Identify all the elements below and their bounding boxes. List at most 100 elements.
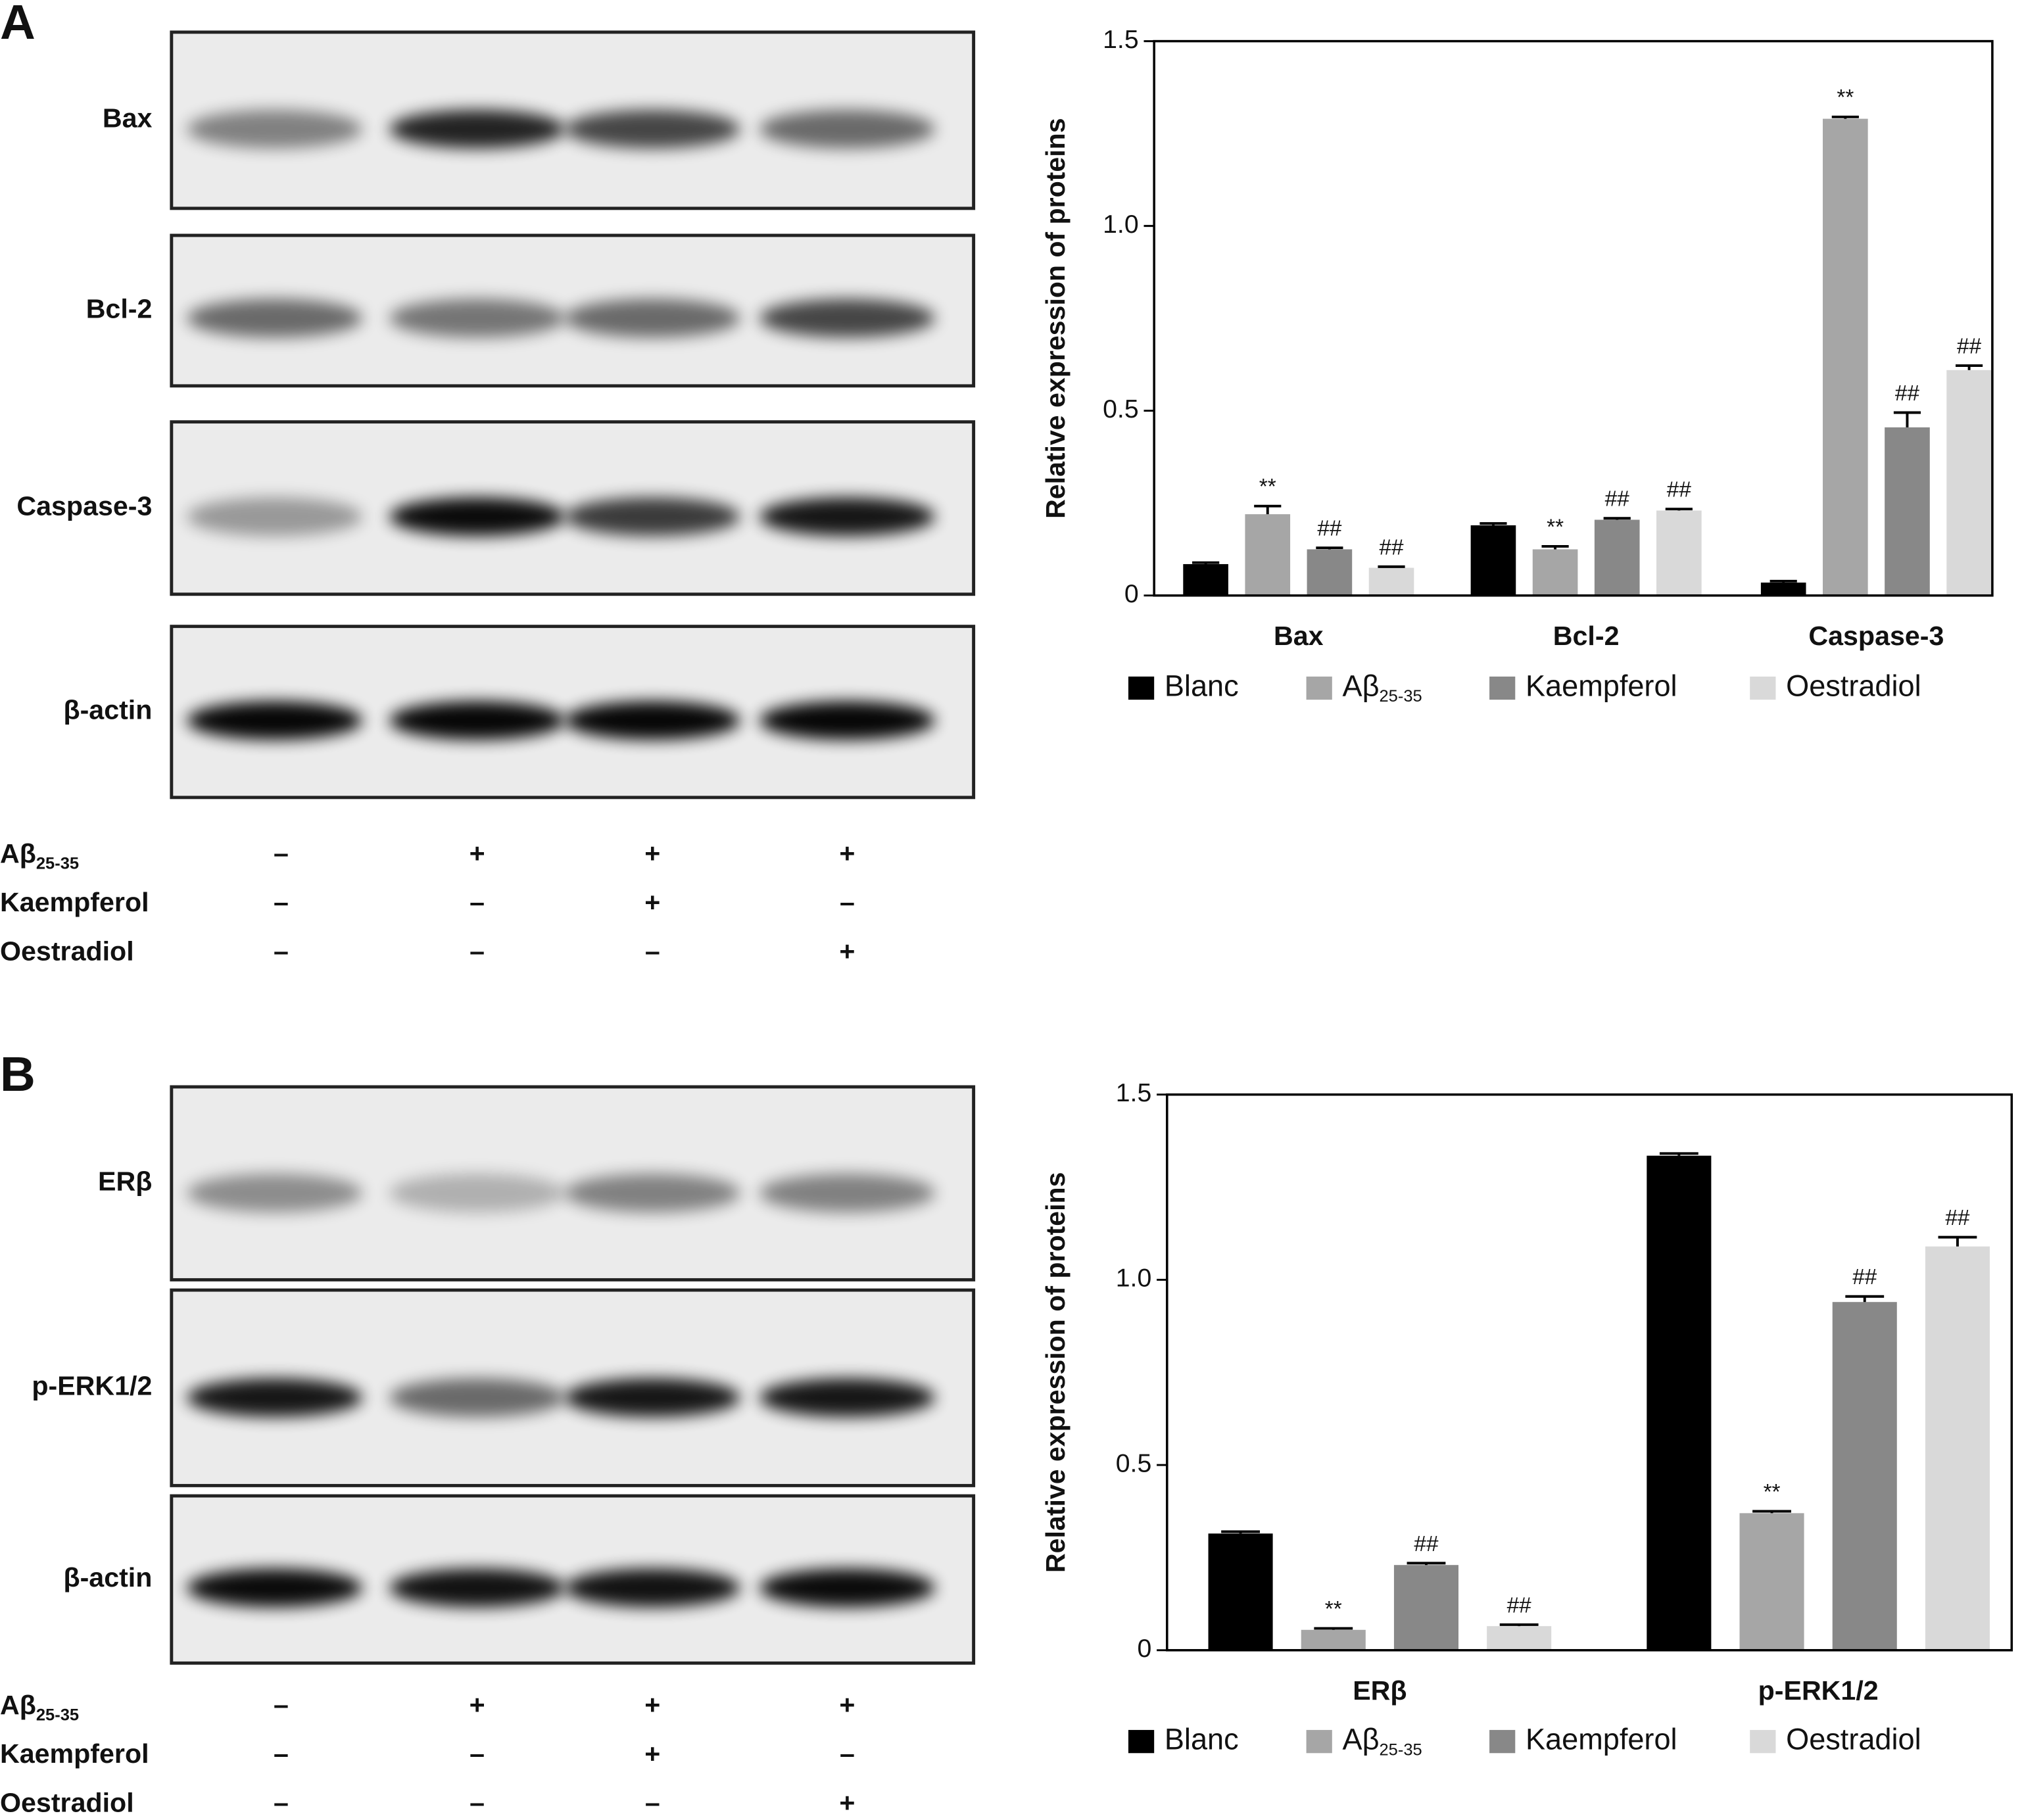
treatment-label: Kaempferol <box>0 1738 149 1769</box>
x-tick-label: ERβ <box>1353 1675 1407 1706</box>
significance-mark: ** <box>1259 475 1276 499</box>
blot-band <box>389 701 565 740</box>
error-bar <box>1938 1235 1977 1247</box>
y-tick-label: 1.5 <box>1103 26 1139 54</box>
blot-row-label: p-ERK1/2 <box>32 1371 152 1401</box>
treatment-cell: + <box>839 1787 855 1817</box>
legend-swatch <box>1306 676 1332 700</box>
blot-row-label: β-actin <box>63 1562 152 1592</box>
treatment-cell: – <box>274 1787 289 1817</box>
blot-band <box>389 109 565 149</box>
blot-band <box>187 299 363 338</box>
significance-mark: ** <box>1547 515 1564 539</box>
treatment-cell: – <box>274 1690 289 1720</box>
treatment-label-main: Oestradiol <box>0 936 134 966</box>
y-tick-label: 1.5 <box>1116 1079 1152 1107</box>
blot-band <box>187 497 363 537</box>
bar <box>1470 525 1516 596</box>
treatment-label-sub: 25-35 <box>36 1706 79 1724</box>
x-tick-label: Bax <box>1274 621 1324 651</box>
legend-label: Kaempferol <box>1526 669 1677 702</box>
blot-band <box>564 109 740 149</box>
blot-band <box>187 109 363 149</box>
bar <box>1245 514 1291 596</box>
treatment-cell: – <box>274 838 289 869</box>
bar <box>1823 118 1868 596</box>
blot-band <box>389 299 565 338</box>
bar <box>1487 1626 1552 1650</box>
error-bar <box>1378 565 1405 568</box>
error-bar <box>1752 1510 1791 1514</box>
treatment-label-main: Aβ <box>0 1690 36 1720</box>
significance-mark: ## <box>1414 1532 1439 1556</box>
legend-label: Oestradiol <box>1786 1723 1921 1756</box>
blot-band <box>564 701 740 740</box>
error-bar <box>1603 517 1631 520</box>
treatment-label-main: Oestradiol <box>0 1787 134 1817</box>
blot-band <box>187 1378 363 1417</box>
bar <box>1183 563 1228 596</box>
significance-mark: ** <box>1325 1597 1342 1621</box>
error-bar <box>1956 364 1983 370</box>
error-bar <box>1254 504 1282 515</box>
error-bar <box>1659 1152 1698 1156</box>
blot-band <box>564 299 740 338</box>
plot-frame <box>1166 1093 2013 1652</box>
legend-label: Oestradiol <box>1786 669 1921 702</box>
significance-mark: ## <box>1379 535 1404 560</box>
blot-band <box>564 497 740 537</box>
legend-label-sub: 25-35 <box>1380 1740 1422 1759</box>
treatment-cell: + <box>839 838 855 869</box>
treatment-cell: – <box>840 887 855 917</box>
bar <box>1885 427 1930 596</box>
bar <box>1393 1565 1459 1650</box>
blot-band <box>389 1568 565 1608</box>
bar <box>1532 549 1578 596</box>
blot-row-label: ERβ <box>98 1166 152 1197</box>
treatment-label: Oestradiol <box>0 936 134 966</box>
x-tick-label: Caspase-3 <box>1808 621 1944 651</box>
error-bar <box>1845 1295 1885 1303</box>
treatment-cell: – <box>645 1787 660 1817</box>
plot-frame <box>1153 39 1994 597</box>
error-bar <box>1769 579 1797 583</box>
blot-band <box>564 1174 740 1212</box>
bar <box>1832 1302 1897 1650</box>
error-bar <box>1893 411 1921 427</box>
blot-band <box>187 1174 363 1212</box>
error-bar <box>1192 561 1220 564</box>
bar <box>1301 1629 1366 1650</box>
bar <box>1307 549 1353 596</box>
treatment-cell: – <box>274 936 289 966</box>
treatment-cell: – <box>840 1738 855 1769</box>
legend-label-main: Aβ <box>1343 669 1380 702</box>
legend-label: Blanc <box>1165 669 1239 702</box>
legend-label: Aβ25-35 <box>1343 1723 1422 1759</box>
panel-label: B <box>0 1047 36 1101</box>
treatment-cell: – <box>274 887 289 917</box>
significance-mark: ## <box>1957 335 1982 359</box>
legend-label: Aβ25-35 <box>1343 669 1422 705</box>
error-bar <box>1499 1623 1539 1627</box>
bar <box>1925 1246 1990 1650</box>
significance-mark: ## <box>1945 1206 1970 1230</box>
error-bar <box>1665 508 1693 511</box>
blot-band <box>564 1568 740 1608</box>
blot-band <box>759 299 935 338</box>
legend-swatch <box>1489 1730 1516 1754</box>
treatment-cell: + <box>644 838 660 869</box>
blot-band <box>187 1568 363 1608</box>
error-bar <box>1407 1562 1446 1566</box>
error-bar <box>1314 1627 1353 1630</box>
legend-swatch <box>1750 676 1776 700</box>
significance-mark: ## <box>1852 1265 1877 1289</box>
y-tick-label: 1.0 <box>1116 1264 1152 1293</box>
y-tick-label: 1.0 <box>1103 210 1139 239</box>
legend-label-sub: 25-35 <box>1380 687 1422 706</box>
blot-row-label: Caspase-3 <box>16 491 152 521</box>
error-bar <box>1831 115 1859 119</box>
blot-band <box>759 1174 935 1212</box>
treatment-cell: – <box>469 1738 485 1769</box>
significance-mark: ## <box>1317 517 1342 541</box>
treatment-label-main: Aβ <box>0 838 36 869</box>
